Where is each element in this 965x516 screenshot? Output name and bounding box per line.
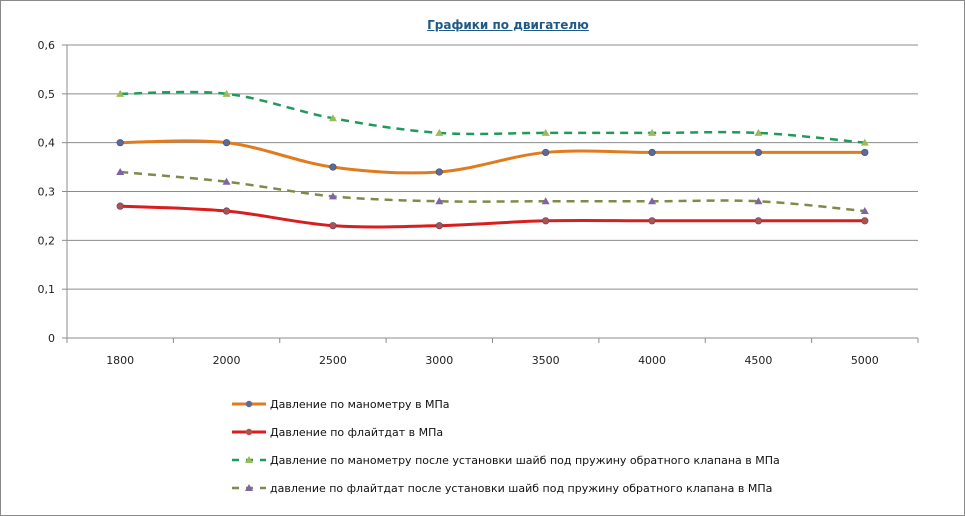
y-tick-label: 0,5: [38, 88, 56, 101]
data-point: [754, 128, 763, 136]
data-point: [435, 197, 444, 205]
y-tick-label: 0,2: [38, 234, 56, 247]
legend-key-manometer: [232, 400, 266, 408]
data-point: [860, 207, 869, 215]
data-point: [328, 114, 337, 122]
data-point: [116, 167, 125, 175]
data-point: [648, 197, 657, 205]
data-point: [648, 128, 657, 136]
data-point: [542, 148, 550, 157]
legend: Давление по манометру в МПа Давление по …: [230, 390, 780, 502]
x-tick-label: 2500: [319, 354, 347, 367]
series-line: [120, 204, 865, 229]
data-point: [222, 207, 231, 215]
x-tick-label: 1800: [106, 354, 134, 367]
y-tick-label: 0,6: [38, 39, 56, 52]
data-point: [435, 168, 443, 176]
series-line: [120, 139, 865, 175]
data-point: [861, 148, 869, 157]
x-tick-label: 3000: [425, 354, 453, 367]
y-tick-label: 0,1: [38, 283, 56, 296]
legend-item: давление по флайтдат после установки шай…: [230, 474, 780, 502]
x-tick-label: 2000: [213, 354, 241, 367]
legend-item: Давление по манометру после установки ша…: [230, 446, 780, 474]
data-point: [329, 222, 337, 230]
x-tick-label: 4000: [638, 354, 666, 367]
data-point: [328, 192, 337, 200]
legend-key-flightdata: [232, 428, 266, 436]
data-point: [860, 138, 869, 146]
data-point: [754, 217, 763, 225]
legend-item: Давление по флайтдат в МПа: [230, 418, 780, 446]
x-tick-label: 4500: [744, 354, 772, 367]
legend-item: Давление по манометру в МПа: [230, 390, 780, 418]
series-line: [120, 170, 865, 213]
legend-label: Давление по манометру после установки ша…: [270, 453, 780, 467]
y-tick-label: 0: [48, 332, 55, 345]
data-point: [222, 89, 231, 97]
legend-label: Давление по манометру в МПа: [270, 397, 450, 411]
legend-label: давление по флайтдат после установки шай…: [270, 481, 773, 495]
data-point: [222, 139, 231, 147]
series-line: [120, 90, 865, 144]
data-point: [116, 202, 124, 210]
data-point: [329, 163, 337, 171]
chart-title: Графики по двигателю: [427, 18, 589, 32]
data-point: [648, 148, 656, 157]
data-point: [222, 177, 231, 185]
data-point: [542, 217, 550, 225]
data-point: [754, 197, 763, 205]
legend-label: Давление по флайтдат в МПа: [270, 425, 444, 439]
data-point: [435, 222, 443, 230]
data-point: [754, 148, 763, 157]
x-tick-label: 3500: [532, 354, 560, 367]
data-point: [435, 128, 444, 136]
data-point: [116, 139, 124, 147]
data-point: [648, 217, 656, 225]
legend-key-flightdata-after: [232, 484, 266, 491]
data-point: [541, 128, 550, 136]
legend-key-manometer-after: [232, 456, 266, 463]
y-tick-label: 0,4: [38, 137, 56, 150]
x-tick-label: 5000: [851, 354, 879, 367]
y-tick-label: 0,3: [38, 186, 56, 199]
data-point: [861, 217, 869, 225]
data-point: [116, 89, 125, 97]
data-point: [541, 197, 550, 205]
